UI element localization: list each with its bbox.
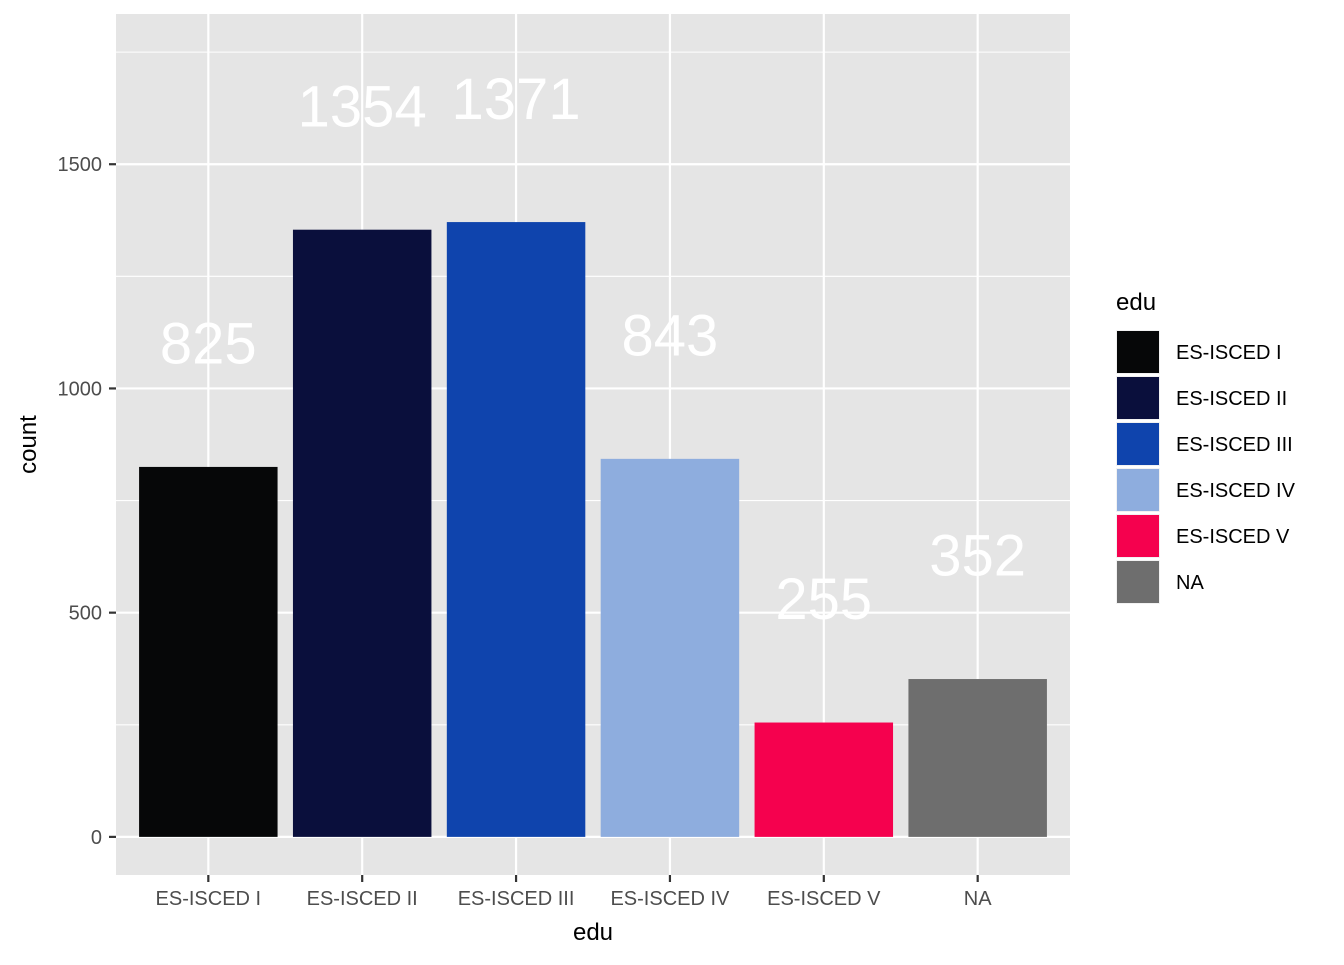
y-tick-label: 1000 xyxy=(58,378,103,400)
legend-title: edu xyxy=(1116,289,1156,316)
y-tick-label: 0 xyxy=(91,827,102,849)
data-label: 1354 xyxy=(298,74,427,139)
legend-key-swatch xyxy=(1117,331,1159,373)
data-labels: 825 1354 1371 843 255 352 xyxy=(160,67,1026,632)
legend-entry-label: ES-ISCED III xyxy=(1176,434,1293,456)
y-tick-label: 1500 xyxy=(58,154,103,176)
bar xyxy=(600,458,740,837)
x-tick-label: ES-ISCED IV xyxy=(610,888,730,910)
bar xyxy=(446,222,586,837)
bar xyxy=(292,229,432,837)
legend-key-swatch xyxy=(1117,469,1159,511)
x-tick-label: NA xyxy=(964,888,992,910)
legend-entry-label: ES-ISCED II xyxy=(1176,388,1287,410)
legend-items: ES-ISCED I ES-ISCED II ES-ISCED III ES-ISCE… xyxy=(1116,330,1296,604)
legend-entry-label: ES-ISCED I xyxy=(1176,342,1282,364)
bar xyxy=(754,722,894,837)
data-label: 1371 xyxy=(452,67,581,132)
x-axis-title: edu xyxy=(573,919,613,946)
data-label: 352 xyxy=(929,524,1026,589)
y-axis-title: count xyxy=(15,415,42,474)
x-tick-label: ES-ISCED III xyxy=(458,888,575,910)
y-axis: 0 500 1000 1500 xyxy=(58,154,116,849)
bars xyxy=(139,222,1047,837)
x-tick-label: ES-ISCED V xyxy=(767,888,881,910)
legend-entry-label: ES-ISCED IV xyxy=(1176,480,1296,502)
data-label: 255 xyxy=(775,567,872,632)
x-axis: ES-ISCED I ES-ISCED II ES-ISCED III ES-ISCE… xyxy=(156,875,992,910)
legend-key-swatch xyxy=(1117,561,1159,603)
x-tick-label: ES-ISCED II xyxy=(307,888,418,910)
legend-key-swatch xyxy=(1117,515,1159,557)
y-tick-label: 500 xyxy=(69,603,102,625)
legend-entry-label: NA xyxy=(1176,572,1204,594)
legend-key-swatch xyxy=(1117,423,1159,465)
data-label: 825 xyxy=(160,312,257,377)
x-tick-label: ES-ISCED I xyxy=(156,888,262,910)
data-label: 843 xyxy=(622,304,719,369)
bar xyxy=(908,679,1047,837)
legend-key-swatch xyxy=(1117,377,1159,419)
legend-entry-label: ES-ISCED V xyxy=(1176,526,1290,548)
bar xyxy=(139,466,278,837)
